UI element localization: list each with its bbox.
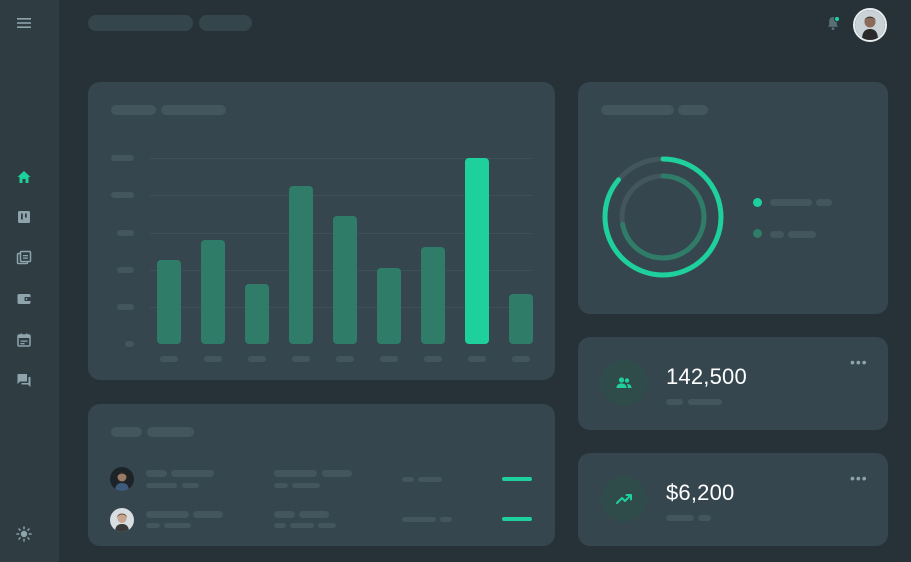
y-tick-label [117, 304, 134, 310]
donut-title-placeholder [601, 105, 674, 115]
donut-subtitle-placeholder [678, 105, 708, 115]
grid-line [150, 158, 532, 159]
table-subtitle-placeholder [147, 427, 194, 437]
chart-bar[interactable] [377, 268, 401, 344]
donut-inner-ring [619, 173, 707, 261]
stat-caption-placeholder [688, 399, 722, 405]
users-stat-value: 142,500 [666, 364, 747, 389]
row-status-indicator [502, 517, 532, 521]
row-text-placeholder [290, 523, 314, 528]
notification-bell-icon[interactable] [825, 15, 841, 31]
legend-label-placeholder [770, 231, 784, 238]
row-text-placeholder [146, 523, 160, 528]
row-text-placeholder [402, 517, 436, 522]
x-tick-label [468, 356, 486, 362]
revenue-stat-value: $6,200 [666, 480, 735, 505]
more-options-icon[interactable]: ••• [850, 470, 868, 486]
row-text-placeholder [299, 511, 329, 518]
row-text-placeholder [193, 511, 223, 518]
user-avatar[interactable] [853, 8, 887, 42]
chart-bar[interactable] [289, 186, 313, 344]
x-tick-label [512, 356, 530, 362]
x-tick-label [248, 356, 266, 362]
row-text-placeholder [146, 483, 177, 488]
sidebar [0, 0, 59, 562]
wallet-icon[interactable] [15, 290, 33, 308]
row-text-placeholder [292, 483, 320, 488]
x-tick-label [424, 356, 442, 362]
row-text-placeholder [171, 470, 214, 477]
header-subtitle-placeholder [199, 15, 252, 31]
stat-caption-placeholder [698, 515, 711, 521]
chart-bar[interactable] [245, 284, 269, 344]
header-title-placeholder [88, 15, 193, 31]
table-title-placeholder [111, 427, 142, 437]
row-text-placeholder [164, 523, 191, 528]
donut-outer-ring [602, 156, 724, 278]
chart-bar[interactable] [157, 260, 181, 344]
chart-bar[interactable] [421, 247, 445, 344]
row-text-placeholder [440, 517, 452, 522]
row-avatar [110, 508, 134, 532]
legend-dot [753, 198, 762, 207]
y-tick-label [125, 341, 134, 347]
row-avatar [110, 467, 134, 491]
row-text-placeholder [274, 511, 295, 518]
row-text-placeholder [318, 523, 336, 528]
row-text-placeholder [322, 470, 352, 477]
board-icon[interactable] [15, 208, 33, 226]
sun-icon[interactable] [15, 525, 33, 543]
home-icon[interactable] [15, 168, 33, 186]
row-text-placeholder [182, 483, 199, 488]
legend-label-placeholder [770, 199, 812, 206]
row-status-indicator [502, 477, 532, 481]
trending-up-icon [601, 476, 647, 522]
y-tick-label [111, 192, 134, 198]
y-tick-label [111, 155, 134, 161]
x-tick-label [292, 356, 310, 362]
chart-title-placeholder [111, 105, 156, 115]
forum-icon[interactable] [15, 371, 33, 389]
row-text-placeholder [418, 477, 442, 482]
legend-dot [753, 229, 762, 238]
chart-subtitle-placeholder [161, 105, 226, 115]
chart-bar[interactable] [465, 158, 489, 344]
x-tick-label [160, 356, 178, 362]
x-tick-label [336, 356, 354, 362]
row-text-placeholder [274, 483, 288, 488]
donut-card [578, 82, 888, 314]
row-text-placeholder [146, 511, 189, 518]
donut-chart [602, 156, 724, 278]
calendar-icon[interactable] [15, 331, 33, 349]
row-text-placeholder [274, 523, 286, 528]
chart-bar[interactable] [201, 240, 225, 344]
stat-caption-placeholder [666, 399, 683, 405]
chart-bar[interactable] [509, 294, 533, 344]
legend-value-placeholder [816, 199, 832, 206]
menu-icon[interactable] [15, 14, 33, 32]
y-tick-label [117, 230, 134, 236]
people-icon [601, 360, 647, 406]
grid-line [150, 195, 532, 196]
x-tick-label [204, 356, 222, 362]
library-icon[interactable] [15, 249, 33, 267]
more-options-icon[interactable]: ••• [850, 354, 868, 370]
x-tick-label [380, 356, 398, 362]
stat-caption-placeholder [666, 515, 694, 521]
y-tick-label [117, 267, 134, 273]
legend-value-placeholder [788, 231, 816, 238]
chart-bar[interactable] [333, 216, 357, 344]
row-text-placeholder [402, 477, 414, 482]
row-text-placeholder [146, 470, 167, 477]
row-text-placeholder [274, 470, 317, 477]
